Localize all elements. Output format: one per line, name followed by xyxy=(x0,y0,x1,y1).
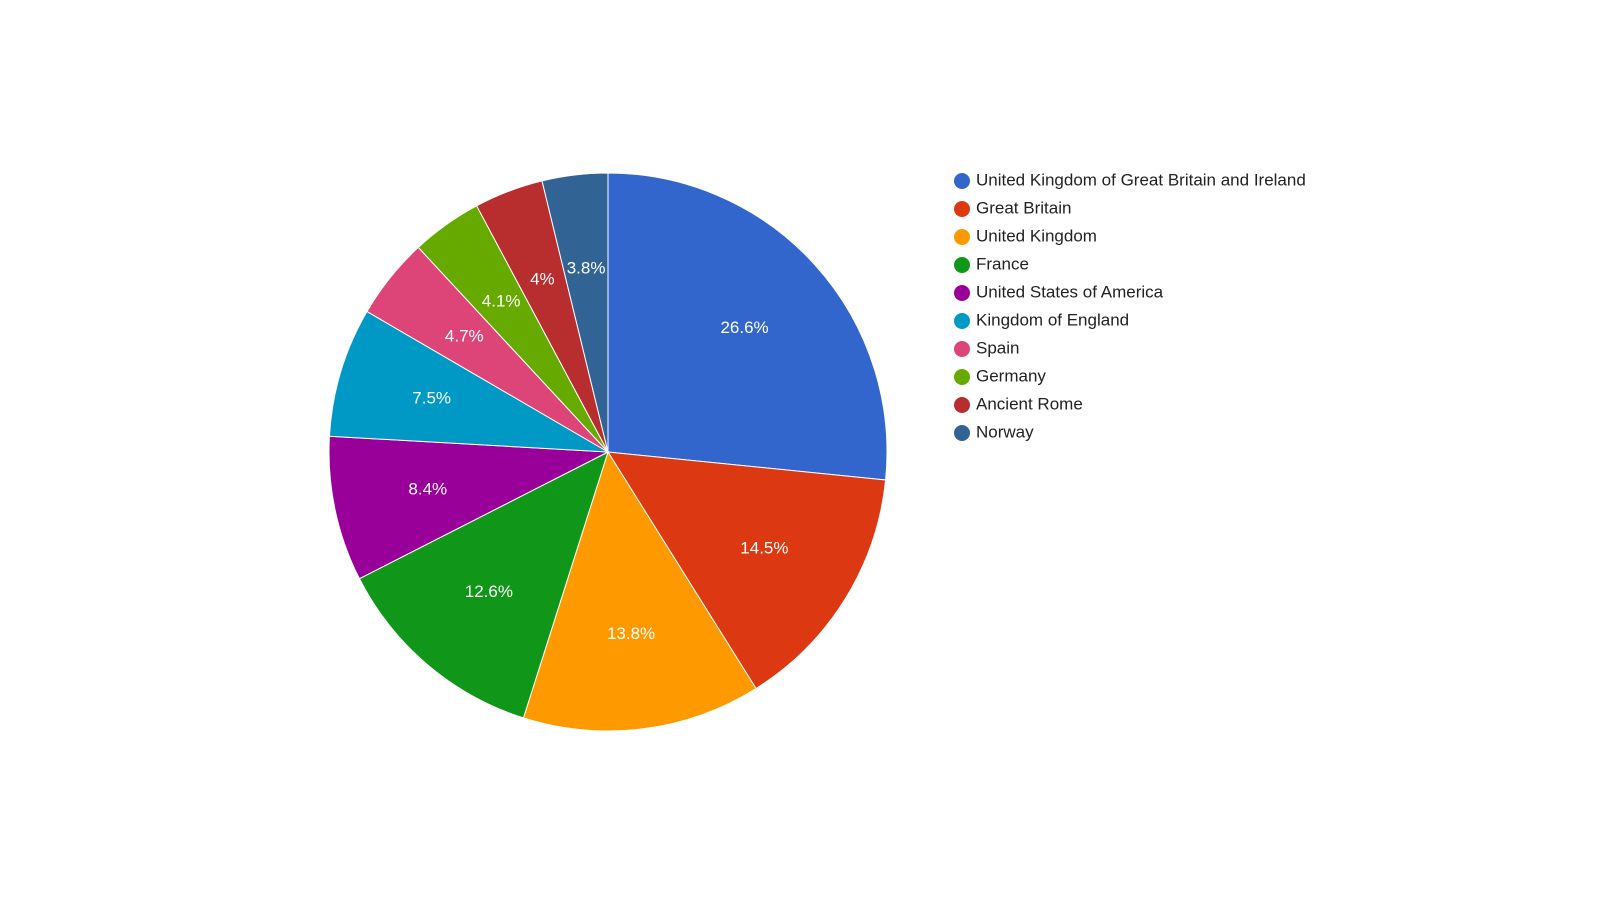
legend-item: Norway xyxy=(954,422,1034,441)
legend: United Kingdom of Great Britain and Irel… xyxy=(954,170,1306,441)
legend-item: United Kingdom xyxy=(954,226,1097,245)
legend-label: United States of America xyxy=(976,282,1164,301)
legend-item: Great Britain xyxy=(954,198,1071,217)
legend-swatch xyxy=(954,313,970,329)
legend-item: Spain xyxy=(954,338,1019,357)
legend-label: United Kingdom xyxy=(976,226,1097,245)
pie-slice-france xyxy=(358,451,609,719)
pie-slices xyxy=(328,172,888,732)
pie-slice-norway xyxy=(541,172,609,453)
legend-swatch xyxy=(954,173,970,189)
legend-label: Kingdom of England xyxy=(976,310,1129,329)
legend-swatch xyxy=(954,285,970,301)
legend-item: United Kingdom of Great Britain and Irel… xyxy=(954,170,1306,189)
pie-slice-united-kingdom-of-great-britain-and-ireland xyxy=(607,172,888,481)
pie-slice-labels: 26.6% 14.5% 13.8% 12.6% 8.4% 7.5% 4.7% 4.1% 4% 3.… xyxy=(408,259,788,644)
pie-slice-united-states-of-america xyxy=(328,435,610,580)
pie-slice-great-britain xyxy=(607,451,887,690)
legend-item: Kingdom of England xyxy=(954,310,1129,329)
legend-swatch xyxy=(954,397,970,413)
legend-item: United States of America xyxy=(954,282,1164,301)
legend-item: France xyxy=(954,254,1029,273)
slice-label: 7.5% xyxy=(412,388,451,407)
slice-label: 4.7% xyxy=(445,326,484,345)
legend-label: Germany xyxy=(976,366,1046,385)
pie-slice-kingdom-of-england xyxy=(328,310,609,453)
legend-label: Spain xyxy=(976,338,1019,357)
slice-label: 3.8% xyxy=(567,259,606,278)
legend-swatch xyxy=(954,341,970,357)
legend-label: Norway xyxy=(976,422,1034,441)
legend-item: Germany xyxy=(954,366,1046,385)
legend-swatch xyxy=(954,257,970,273)
legend-label: Great Britain xyxy=(976,198,1071,217)
slice-label: 8.4% xyxy=(408,479,447,498)
legend-swatch xyxy=(954,229,970,245)
legend-label: Ancient Rome xyxy=(976,394,1083,413)
slice-label: 12.6% xyxy=(465,582,513,601)
legend-swatch xyxy=(954,369,970,385)
legend-label: United Kingdom of Great Britain and Irel… xyxy=(976,170,1306,189)
legend-label: France xyxy=(976,254,1029,273)
slice-label: 4% xyxy=(530,269,555,288)
slice-label: 26.6% xyxy=(720,318,768,337)
slice-label: 14.5% xyxy=(740,539,788,558)
slice-label: 13.8% xyxy=(607,624,655,643)
legend-swatch xyxy=(954,425,970,441)
slice-label: 4.1% xyxy=(482,291,521,310)
legend-item: Ancient Rome xyxy=(954,394,1083,413)
pie-slice-united-kingdom xyxy=(522,450,757,732)
legend-swatch xyxy=(954,201,970,217)
